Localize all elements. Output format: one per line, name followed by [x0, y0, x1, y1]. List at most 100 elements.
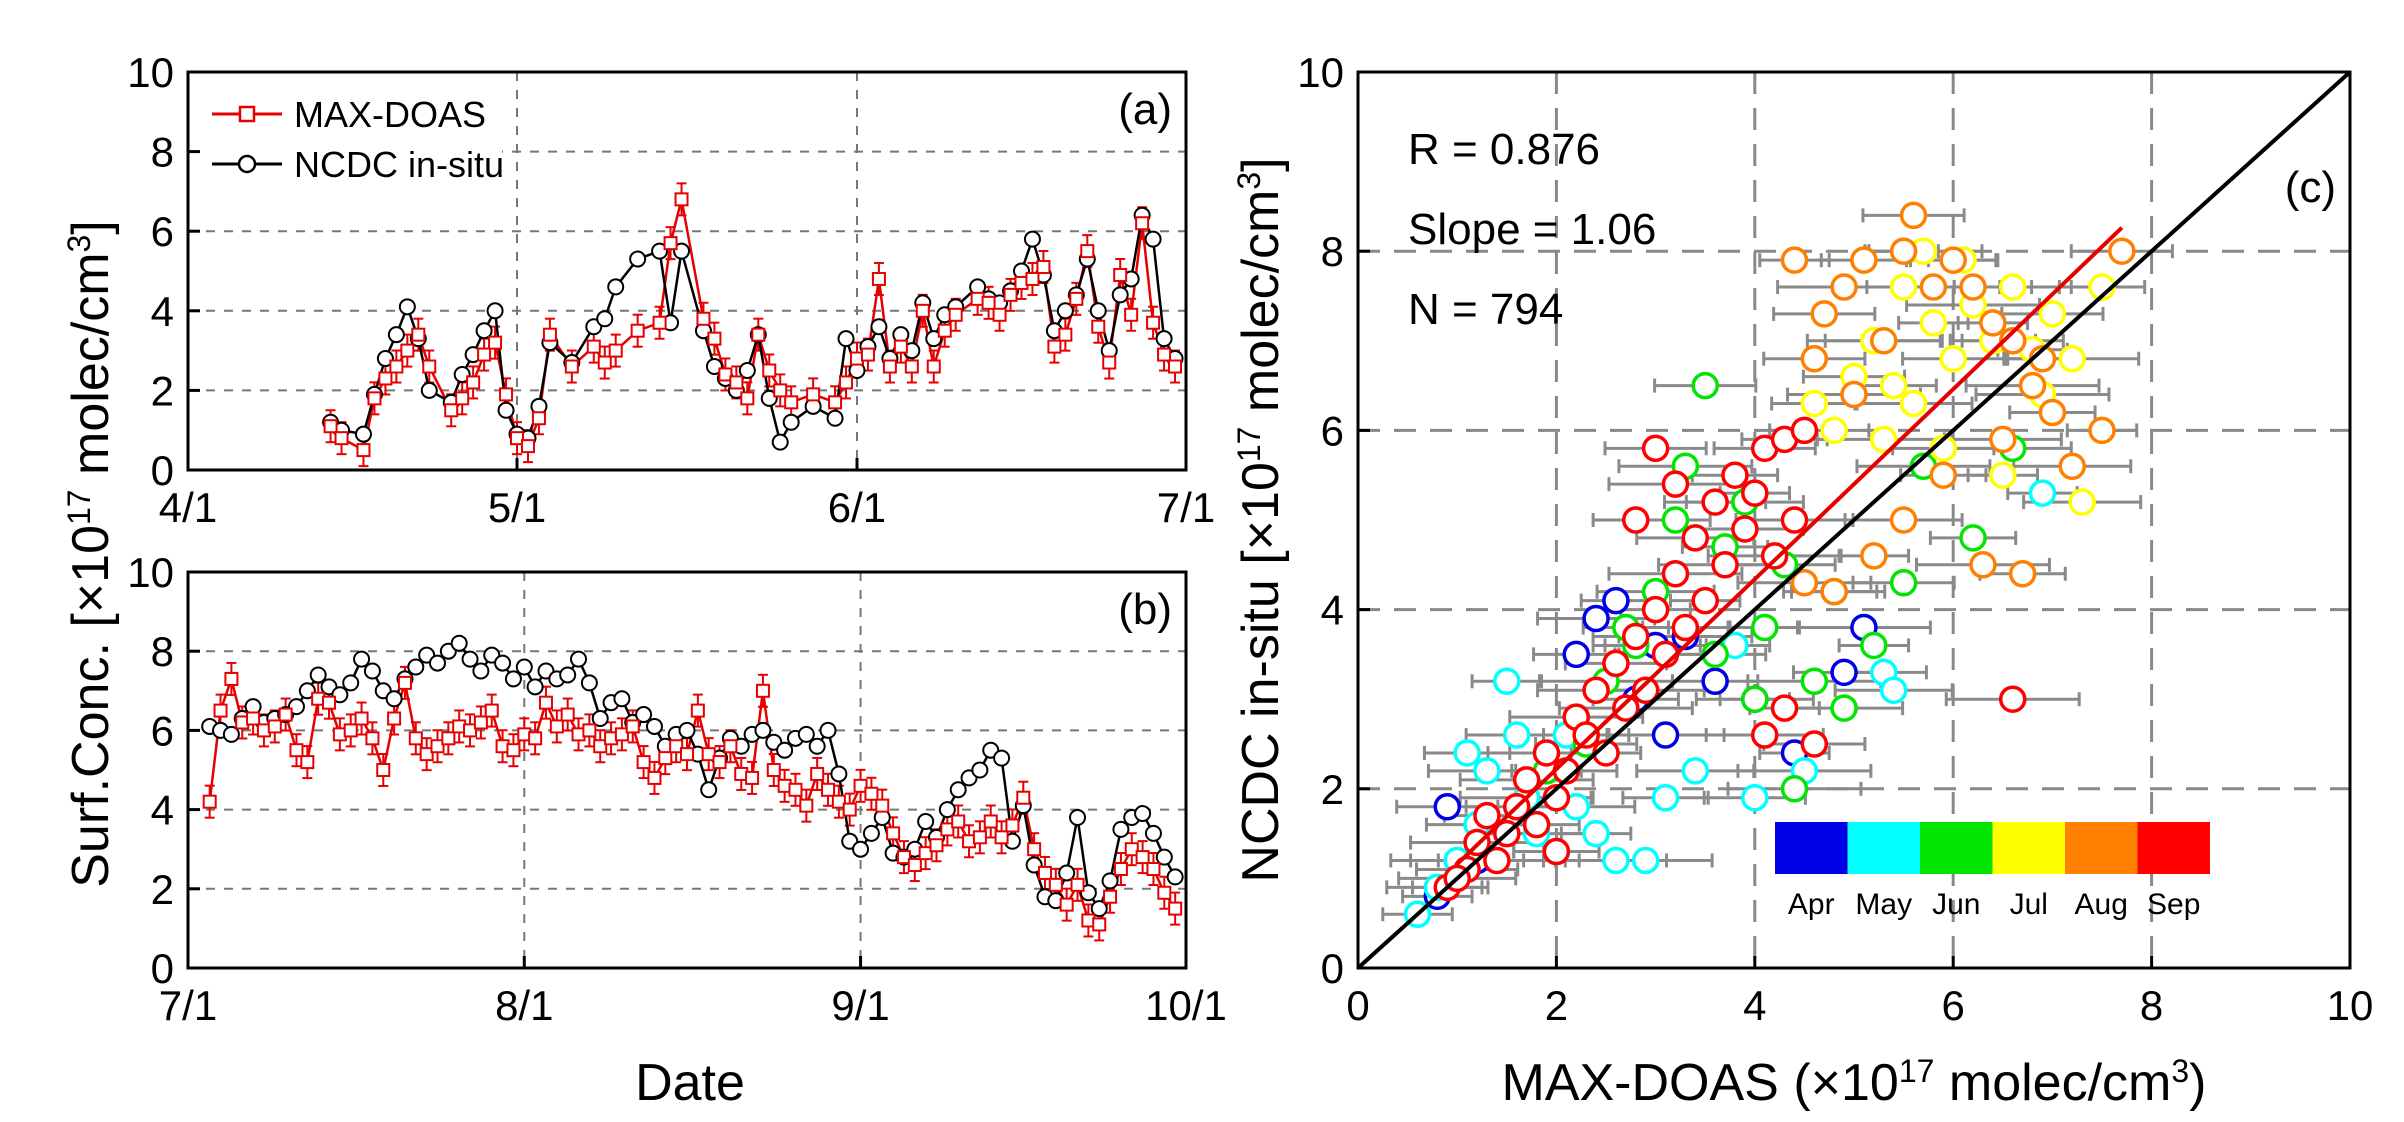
data-point-ncdc	[591, 710, 609, 728]
data-point-max-doas	[582, 723, 597, 738]
data-point-ncdc	[1079, 884, 1097, 902]
y-tick-label: 4	[151, 288, 174, 335]
data-point-ncdc	[852, 840, 870, 858]
regression-fit-line	[1455, 226, 2124, 866]
data-point-ncdc	[385, 690, 403, 708]
data-point-max-doas	[488, 335, 503, 350]
x-label-unit-sup: 3	[2171, 1053, 2189, 1089]
scatter-point-aug	[1959, 273, 1987, 301]
data-point-ncdc	[570, 650, 588, 668]
data-point-max-doas	[799, 798, 814, 813]
scatter-point-sep	[1602, 649, 1630, 678]
x-label-text: MAX-DOAS (×10	[1502, 1054, 1899, 1112]
data-point-ncdc	[1101, 872, 1119, 890]
data-point-max-doas	[707, 331, 722, 346]
x-label-sup: 17	[1899, 1053, 1935, 1089]
data-point-max-doas	[593, 739, 608, 754]
scatter-point-aug	[2108, 237, 2136, 265]
data-point-ncdc	[497, 401, 515, 419]
y-tick-label: 2	[151, 866, 174, 913]
scatter-point-may	[1741, 784, 1769, 812]
panel-label: (c)	[2285, 163, 2336, 212]
data-point-ncdc	[450, 634, 468, 652]
y-label-unit-sup: 3	[1231, 172, 1267, 190]
x-tick-label: 6/1	[828, 484, 886, 531]
scatter-point-may	[1582, 819, 1610, 848]
data-point-ncdc	[1155, 330, 1173, 348]
data-point-max-doas	[586, 339, 601, 354]
data-point-ncdc	[504, 670, 522, 688]
data-point-max-doas	[1157, 347, 1172, 362]
data-point-ncdc	[673, 242, 691, 260]
data-point-ncdc	[596, 310, 614, 328]
colorbar-swatch-aug	[2065, 822, 2138, 874]
shared-y-label-tail: molec/cm	[62, 252, 120, 489]
stat-text: Slope = 1.06	[1408, 205, 1656, 254]
data-point-max-doas	[455, 391, 470, 406]
scatter-point-apr	[1602, 586, 1630, 615]
data-point-ncdc	[862, 824, 880, 842]
scatter-point-jul	[1870, 425, 1898, 454]
data-point-max-doas	[718, 367, 733, 382]
data-point-max-doas	[674, 192, 689, 207]
data-point-max-doas	[940, 822, 955, 837]
data-point-ncdc	[398, 298, 416, 316]
y-label-text: NCDC in-situ [×10	[1232, 462, 1290, 882]
data-point-max-doas	[630, 323, 645, 338]
data-point-max-doas	[1135, 850, 1150, 865]
data-point-ncdc	[580, 674, 598, 692]
scatter-point-sep	[1741, 479, 1769, 507]
data-point-ncdc	[472, 662, 490, 680]
data-point-ncdc	[1056, 302, 1074, 320]
data-point-max-doas	[614, 727, 629, 742]
scatter-point-aug	[1810, 300, 1838, 328]
data-point-ncdc	[837, 330, 855, 348]
scatter-point-may	[1502, 721, 1531, 749]
data-point-ncdc	[925, 330, 943, 348]
data-point-max-doas	[1113, 267, 1128, 282]
scatter-point-jul	[1919, 309, 1948, 337]
data-point-max-doas	[411, 327, 426, 342]
data-point-max-doas	[1027, 842, 1042, 857]
data-point-ncdc	[559, 666, 577, 684]
y-label-sup: 17	[1231, 427, 1267, 463]
colorbar-swatch-apr	[1775, 822, 1848, 874]
data-point-max-doas	[1113, 862, 1128, 876]
data-point-max-doas	[948, 307, 963, 322]
data-point-ncdc	[1058, 864, 1076, 882]
data-point-max-doas	[875, 798, 890, 813]
data-point-max-doas	[408, 731, 423, 746]
data-point-max-doas	[983, 814, 998, 829]
data-point-max-doas	[444, 403, 459, 418]
scatter-point-aug	[1969, 551, 1997, 579]
data-point-max-doas	[400, 343, 415, 358]
scatter-point-sep	[1671, 613, 1700, 642]
data-point-max-doas	[994, 830, 1009, 845]
data-point-max-doas	[484, 703, 499, 718]
scatter-point-sep	[1681, 524, 1710, 552]
x-tick-label: 4/1	[159, 484, 217, 531]
scatter-point-apr	[1701, 667, 1729, 696]
data-point-max-doas	[422, 359, 437, 374]
data-point-max-doas	[1016, 790, 1031, 805]
scatter-point-jun	[1800, 667, 1829, 696]
data-point-max-doas	[762, 363, 777, 378]
data-point-max-doas	[907, 858, 922, 873]
scatter-point-sep	[1800, 730, 1829, 758]
data-point-max-doas	[1168, 359, 1183, 374]
data-point-ncdc	[486, 302, 504, 320]
y-tick-label: 4	[151, 787, 174, 834]
scatter-point-sep	[1473, 801, 1501, 830]
data-point-max-doas	[510, 431, 525, 446]
scatter-point-aug	[1820, 577, 1848, 606]
data-point-max-doas	[871, 271, 886, 286]
scatter-point-jul	[2068, 488, 2096, 516]
data-point-max-doas	[926, 359, 941, 374]
data-point-max-doas	[669, 739, 684, 754]
data-point-max-doas	[766, 763, 781, 777]
scatter-point-sep	[1661, 470, 1690, 498]
data-point-ncdc	[526, 678, 544, 696]
scatter-point-aug	[1780, 246, 1809, 274]
colorbar-label: Aug	[2075, 888, 2128, 921]
data-point-max-doas	[1146, 862, 1161, 876]
